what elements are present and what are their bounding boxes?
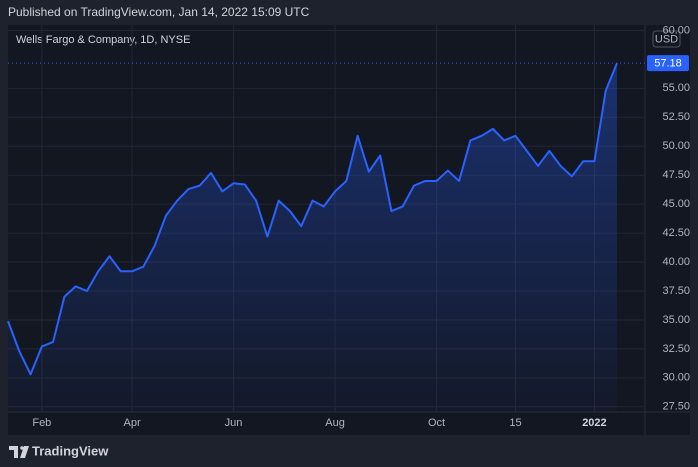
x-tick-label: Jun	[225, 417, 243, 429]
header: Published on TradingView.com, Jan 14, 20…	[8, 5, 310, 19]
y-tick-label: 32.50	[662, 343, 690, 355]
y-tick-label: 60.00	[662, 24, 690, 36]
y-tick-label: 50.00	[662, 140, 690, 152]
x-tick-label: 2022	[582, 417, 606, 429]
y-tick-label: 42.50	[662, 227, 690, 239]
y-tick-label: 52.50	[662, 111, 690, 123]
last-price-label: 57.18	[654, 58, 682, 70]
x-tick-label: Apr	[123, 417, 140, 429]
symbol-title: Wells Fargo & Company, 1D, NYSE	[16, 34, 190, 46]
x-tick-label: Feb	[32, 417, 51, 429]
logo	[9, 446, 29, 458]
y-tick-label: 40.00	[662, 256, 690, 268]
footer-brand: TradingView	[32, 443, 109, 458]
y-tick-label: 45.00	[662, 198, 690, 210]
x-tick-label: Aug	[325, 417, 345, 429]
y-tick-label: 47.50	[662, 169, 690, 181]
x-tick-label: Oct	[428, 417, 445, 429]
area-fill	[8, 63, 617, 413]
currency: USD	[655, 33, 678, 45]
y-tick-label: 27.50	[662, 401, 690, 413]
y-tick-label: 30.00	[662, 372, 690, 384]
y-tick-label: 55.00	[662, 82, 690, 94]
price-line	[7, 62, 618, 376]
currency-box	[652, 30, 681, 48]
last-price-box	[647, 55, 689, 72]
y-tick-label: 35.00	[662, 314, 690, 326]
y-tick-label: 37.50	[662, 285, 690, 297]
x-tick-label: 15	[509, 417, 521, 429]
